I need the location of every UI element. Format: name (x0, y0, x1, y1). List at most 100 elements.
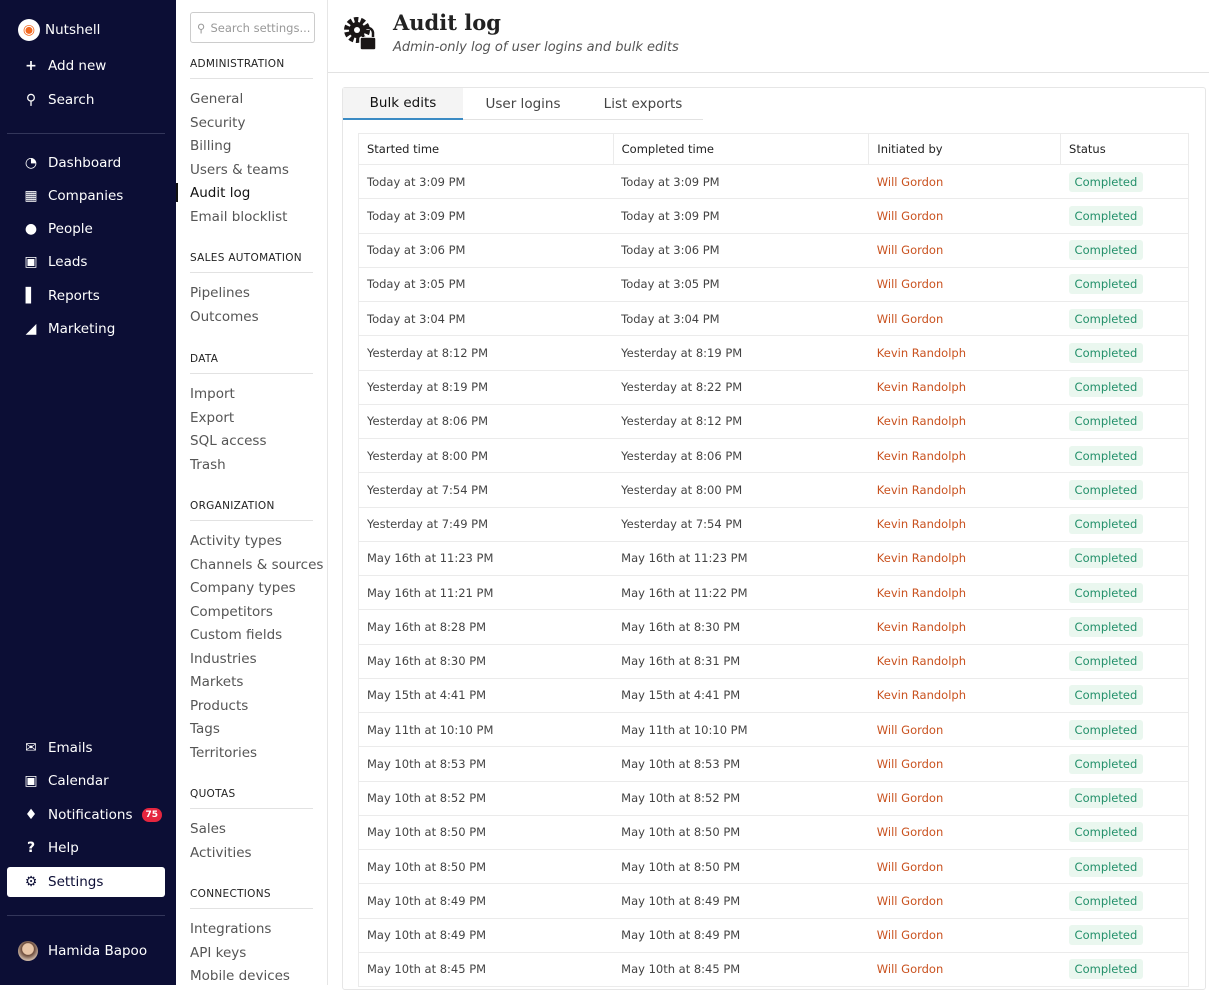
sidebar-item-notifications[interactable]: ♦ Notifications 75 (7, 800, 165, 830)
tab-list-exports[interactable]: List exports (603, 96, 683, 112)
sidebar-item-calendar[interactable]: ▣ Calendar (7, 766, 165, 796)
initiated-by[interactable]: Kevin Randolph (868, 472, 1061, 508)
nav-item-products[interactable]: Products (190, 697, 249, 714)
initiated-by[interactable]: Will Gordon (868, 198, 1061, 234)
initiated-by[interactable]: Kevin Randolph (868, 678, 1061, 714)
table-row[interactable]: Yesterday at 8:12 PM Yesterday at 8:19 PM… (358, 335, 1189, 371)
nav-item-security[interactable]: Security (190, 114, 246, 131)
initiated-by[interactable]: Will Gordon (868, 301, 1061, 337)
tab-user-logins[interactable]: User logins (485, 96, 561, 112)
initiated-by[interactable]: Kevin Randolph (868, 370, 1061, 405)
column-header[interactable]: Initiated by (868, 133, 1062, 165)
initiated-by[interactable]: Kevin Randolph (868, 438, 1061, 474)
table-row[interactable]: Yesterday at 7:54 PM Yesterday at 8:00 PM… (358, 472, 1189, 508)
table-row[interactable]: May 10th at 8:52 PM May 10th at 8:52 PM Wi… (358, 781, 1189, 816)
nav-item-tags[interactable]: Tags (190, 721, 220, 737)
nav-item-markets[interactable]: Markets (190, 674, 244, 690)
settings-search-input[interactable]: ⚲ Search settings... (190, 12, 315, 43)
nav-section-title: ADMINISTRATION (190, 58, 313, 79)
sidebar-item-nutshell[interactable]: ◉ Nutshell (7, 15, 165, 45)
initiated-by[interactable]: Will Gordon (868, 712, 1061, 748)
sidebar-item-leads[interactable]: ▣ Leads (7, 247, 165, 277)
nav-item-pipelines[interactable]: Pipelines (190, 285, 250, 301)
nav-item-integrations[interactable]: Integrations (190, 921, 272, 937)
initiated-by[interactable]: Will Gordon (868, 918, 1061, 953)
nav-item-company-types[interactable]: Company types (190, 580, 296, 596)
nav-item-trash[interactable]: Trash (190, 456, 226, 473)
nav-item-activities[interactable]: Activities (190, 844, 252, 861)
nav-item-industries[interactable]: Industries (190, 650, 257, 667)
user-profile[interactable]: Hamida Bapoo (7, 936, 165, 966)
table-row[interactable]: Today at 3:09 PM Today at 3:09 PM Will Gor… (358, 164, 1189, 200)
initiated-by[interactable]: Kevin Randolph (868, 609, 1061, 645)
nav-item-billing[interactable]: Billing (190, 138, 232, 154)
initiated-by[interactable]: Will Gordon (868, 952, 1061, 988)
sidebar-item-marketing[interactable]: ◢ Marketing (7, 314, 165, 344)
nav-item-activity-types[interactable]: Activity types (190, 533, 282, 549)
initiated-by[interactable]: Will Gordon (868, 781, 1061, 816)
table-row[interactable]: May 16th at 11:21 PM May 16th at 11:22 PM… (358, 575, 1189, 611)
table-row[interactable]: Yesterday at 7:49 PM Yesterday at 7:54 PM… (358, 507, 1189, 542)
table-row[interactable]: May 11th at 10:10 PM May 11th at 10:10 PM… (358, 712, 1189, 748)
nav-item-channels-sources[interactable]: Channels & sources (190, 556, 324, 573)
sidebar-item-help[interactable]: ? Help (7, 833, 165, 863)
sidebar-item-add-new[interactable]: + Add new (7, 51, 165, 81)
table-row[interactable]: Yesterday at 8:00 PM Yesterday at 8:06 PM… (358, 438, 1189, 474)
column-header[interactable]: Started time (358, 133, 614, 165)
initiated-by[interactable]: Kevin Randolph (868, 541, 1061, 577)
nav-item-audit-log[interactable]: Audit log (175, 183, 251, 202)
sidebar-item-emails[interactable]: ✉ Emails (7, 733, 165, 763)
started-time: Yesterday at 8:00 PM (358, 438, 614, 474)
table-row[interactable]: May 10th at 8:53 PM May 10th at 8:53 PM Wi… (358, 746, 1189, 782)
initiated-by[interactable]: Will Gordon (868, 233, 1061, 268)
initiated-by[interactable]: Will Gordon (868, 883, 1061, 919)
nav-item-outcomes[interactable]: Outcomes (190, 308, 259, 325)
initiated-by[interactable]: Kevin Randolph (868, 644, 1061, 679)
table-row[interactable]: Today at 3:09 PM Today at 3:09 PM Will Gor… (358, 198, 1189, 234)
initiated-by[interactable]: Will Gordon (868, 267, 1061, 303)
nav-item-email-blocklist[interactable]: Email blocklist (190, 208, 288, 225)
initiated-by[interactable]: Will Gordon (868, 746, 1061, 782)
initiated-by[interactable]: Kevin Randolph (868, 335, 1061, 371)
column-header[interactable]: Completed time (613, 133, 870, 165)
sidebar-item-reports[interactable]: ▌ Reports (7, 281, 165, 311)
initiated-by[interactable]: Will Gordon (868, 164, 1061, 200)
table-row[interactable]: May 16th at 8:30 PM May 16th at 8:31 PM Ke… (358, 644, 1189, 679)
initiated-by[interactable]: Kevin Randolph (868, 575, 1061, 611)
table-row[interactable]: Yesterday at 8:19 PM Yesterday at 8:22 PM… (358, 370, 1189, 405)
table-row[interactable]: May 10th at 8:45 PM May 10th at 8:45 PM Wi… (358, 952, 1189, 988)
initiated-by[interactable]: Kevin Randolph (868, 507, 1061, 542)
table-row[interactable]: May 16th at 11:23 PM May 16th at 11:23 PM… (358, 541, 1189, 577)
tab-bulk-edits[interactable]: Bulk edits (343, 88, 463, 120)
nav-item-territories[interactable]: Territories (190, 744, 258, 761)
table-row[interactable]: Today at 3:06 PM Today at 3:06 PM Will Gor… (358, 233, 1189, 268)
sidebar-item-people[interactable]: ● People (7, 214, 165, 244)
nav-item-general[interactable]: General (190, 91, 244, 107)
table-row[interactable]: May 10th at 8:49 PM May 10th at 8:49 PM Wi… (358, 883, 1189, 919)
nav-item-import[interactable]: Import (190, 386, 235, 402)
table-row[interactable]: May 10th at 8:49 PM May 10th at 8:49 PM Wi… (358, 918, 1189, 953)
nav-item-competitors[interactable]: Competitors (190, 603, 273, 620)
table-row[interactable]: Today at 3:04 PM Today at 3:04 PM Will Gor… (358, 301, 1189, 337)
sidebar-item-companies[interactable]: ▦ Companies (7, 181, 165, 211)
table-row[interactable]: Today at 3:05 PM Today at 3:05 PM Will Gor… (358, 267, 1189, 303)
nav-item-custom-fields[interactable]: Custom fields (190, 627, 283, 643)
table-row[interactable]: Yesterday at 8:06 PM Yesterday at 8:12 PM… (358, 404, 1189, 440)
nav-item-api-keys[interactable]: API keys (190, 944, 247, 961)
nav-item-sales[interactable]: Sales (190, 821, 226, 837)
nav-item-sql-access[interactable]: SQL access (190, 433, 267, 449)
table-row[interactable]: May 15th at 4:41 PM May 15th at 4:41 PM Ke… (358, 678, 1189, 714)
sidebar-item-search[interactable]: ⚲ Search (7, 85, 165, 115)
initiated-by[interactable]: Kevin Randolph (868, 404, 1061, 440)
table-row[interactable]: May 16th at 8:28 PM May 16th at 8:30 PM Ke… (358, 609, 1189, 645)
sidebar-item-settings[interactable]: ⚙ Settings (7, 867, 165, 897)
initiated-by[interactable]: Will Gordon (868, 815, 1061, 851)
sidebar-item-dashboard[interactable]: ◔ Dashboard (7, 148, 165, 178)
nav-item-export[interactable]: Export (190, 409, 235, 426)
nav-item-users-teams[interactable]: Users & teams (190, 161, 289, 178)
table-row[interactable]: May 10th at 8:50 PM May 10th at 8:50 PM Wi… (358, 815, 1189, 851)
initiated-by[interactable]: Will Gordon (868, 849, 1061, 885)
table-row[interactable]: May 10th at 8:50 PM May 10th at 8:50 PM Wi… (358, 849, 1189, 885)
nav-item-mobile-devices[interactable]: Mobile devices (190, 968, 290, 984)
column-header[interactable]: Status (1060, 133, 1189, 165)
